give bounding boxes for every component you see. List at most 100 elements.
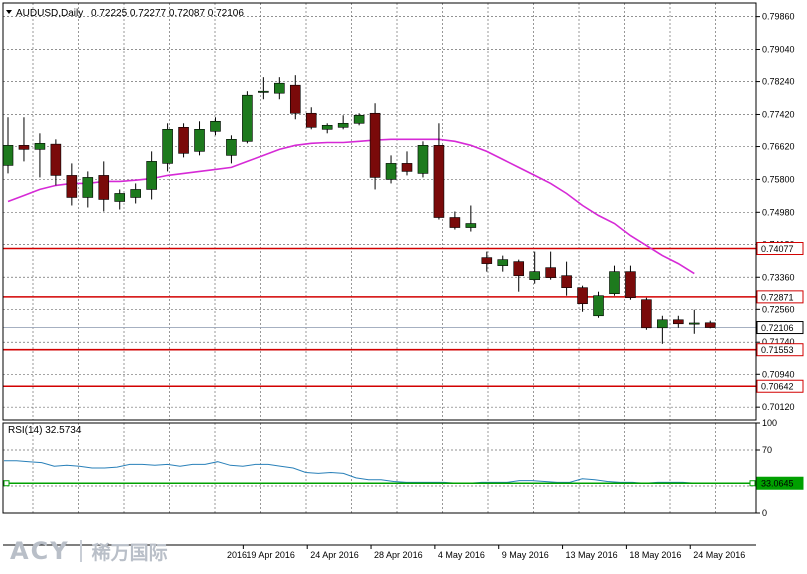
candle-body (465, 223, 477, 228)
candle-body (688, 322, 700, 325)
candle (162, 123, 173, 172)
candle-body (162, 129, 173, 164)
candle (433, 123, 445, 220)
candle-body (704, 322, 716, 328)
candle-body (593, 295, 604, 317)
watermark-brand: ACY (10, 537, 70, 565)
candle-body (609, 271, 620, 294)
rsi-line (4, 460, 708, 484)
candle (657, 315, 668, 344)
level-tag-box (756, 343, 804, 357)
candle (561, 261, 572, 296)
rsi-level-handle (749, 480, 756, 487)
candle-body (210, 120, 221, 132)
candle-body (417, 145, 429, 174)
time-tick-label: 4 May 2016 (438, 550, 485, 560)
candle-body (66, 175, 78, 198)
level-tag-text: 0.74077 (761, 244, 794, 254)
candle (353, 113, 365, 126)
candle (178, 123, 189, 158)
header-triangle-icon[interactable] (6, 10, 12, 14)
level-tag-text: 0.71553 (761, 345, 794, 355)
candle (2, 117, 14, 174)
candle (609, 265, 620, 296)
candle (226, 135, 237, 164)
rsi-tick-label: 100 (762, 418, 777, 428)
candle-body (258, 90, 269, 93)
candle-body (2, 145, 14, 166)
candle (449, 211, 461, 230)
candle-body (50, 143, 62, 176)
ohlc-readout: 0.72225 0.72277 0.72087 0.72106 (91, 8, 244, 19)
candle (673, 315, 684, 328)
candle-body (82, 177, 94, 198)
candle-body (274, 82, 285, 94)
price-tick-label: 0.71740 (762, 337, 795, 347)
candle (417, 141, 429, 178)
price-tick-label: 0.70940 (762, 369, 795, 379)
last-price-tag-box (756, 321, 804, 335)
candle-body (114, 193, 126, 202)
candle (146, 151, 157, 200)
candle-body (289, 84, 301, 114)
price-axis: 0.79860 0.79040 0.78240 0.77420 0.76620 0.758… (756, 12, 795, 518)
symbol-label: AUDUSD,Daily (16, 8, 83, 19)
price-tick-label: 0.78240 (762, 77, 795, 87)
candle-body (369, 112, 381, 178)
candle (34, 133, 46, 178)
level-tag-text: 0.70642 (761, 382, 794, 392)
candle-body (353, 114, 365, 124)
candle (369, 103, 381, 190)
candle (210, 117, 221, 136)
watermark-chinese: 稀万国际 (91, 541, 168, 564)
last-price-tag-text: 0.72106 (761, 323, 794, 333)
candle-body (385, 163, 397, 180)
price-tick-label: 0.75800 (762, 174, 795, 184)
rsi-level-tag-text: 33.0645 (761, 479, 794, 489)
time-tick-label: 28 Apr 2016 (374, 550, 423, 560)
candle-body (146, 161, 157, 190)
candle-body (305, 112, 317, 128)
candle (289, 75, 301, 120)
price-tick-label: 0.79040 (762, 45, 795, 55)
candle-body (497, 259, 509, 266)
candle (98, 161, 110, 212)
candle (641, 297, 652, 330)
candle (18, 117, 30, 162)
candles (2, 75, 716, 344)
rsi-level-tag-box (756, 476, 804, 490)
level-tag-box (756, 379, 804, 393)
level-tag-box (756, 242, 804, 256)
level-tag-box (756, 290, 804, 304)
candle (66, 163, 78, 206)
ma-line (7, 138, 695, 275)
candle (688, 309, 700, 334)
candle (385, 155, 397, 184)
candle (593, 291, 604, 318)
candle-body (242, 94, 253, 142)
time-tick-label: 2016 (227, 550, 247, 560)
candle (305, 107, 317, 130)
candle-body (194, 129, 205, 152)
candle (497, 255, 509, 272)
candle-body (449, 217, 461, 228)
rsi-tick-label: 0 (762, 508, 767, 518)
time-tick-label: 24 May 2016 (693, 550, 745, 560)
candle-body (529, 271, 540, 280)
candle (50, 139, 62, 186)
time-tick-label: 13 May 2016 (566, 550, 618, 560)
price-tick-label: 0.72560 (762, 304, 795, 314)
candle-body (673, 319, 684, 325)
rsi-panel-border (2, 422, 757, 514)
candle-body (481, 257, 493, 264)
candle-body (641, 299, 652, 329)
price-tick-label: 0.73360 (762, 272, 795, 282)
candle (321, 123, 333, 134)
price-tick-label: 0.79860 (762, 12, 795, 22)
candle (242, 91, 253, 144)
candle-body (625, 271, 636, 299)
time-tick-label: 24 Apr 2016 (310, 550, 359, 560)
rsi-panel (3, 449, 756, 487)
candle-body (321, 124, 333, 130)
candle-body (178, 126, 189, 154)
